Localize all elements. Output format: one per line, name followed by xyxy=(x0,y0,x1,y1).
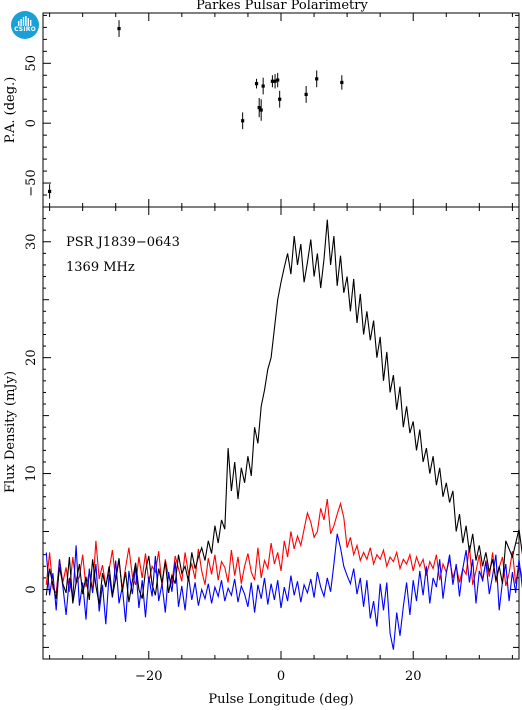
flux-x-axis-label: Pulse Longitude (deg) xyxy=(208,692,353,707)
pa-data-point xyxy=(278,97,282,101)
flux-y-tick-label: 30 xyxy=(24,233,39,250)
frequency-annotation: 1369 MHz xyxy=(66,260,135,275)
circular-polarization-line xyxy=(45,533,522,650)
flux-y-tick-label: 20 xyxy=(24,349,39,366)
position-angle-panel: −50 0 50 P.A. (deg.) xyxy=(3,12,520,208)
flux-x-tick-label: 20 xyxy=(405,669,422,684)
flux-series-lines xyxy=(45,219,522,650)
flux-y-axis-label: Flux Density (mJy) xyxy=(3,371,18,493)
pa-data-point xyxy=(304,92,308,97)
flux-axis-ticks xyxy=(43,206,519,659)
flux-x-tick-label: −20 xyxy=(135,669,162,684)
pa-y-tick-label: 0 xyxy=(24,119,39,127)
flux-y-tick-label: 0 xyxy=(24,585,39,593)
pa-data-point xyxy=(257,106,261,110)
pa-y-tick-label: −50 xyxy=(24,169,39,196)
pa-data-point xyxy=(270,79,275,83)
flux-x-tick-labels: −20 0 20 xyxy=(135,669,421,684)
flux-x-tick-label: 0 xyxy=(277,669,285,684)
pa-y-tick-labels: −50 0 50 xyxy=(24,55,39,197)
pa-data-points xyxy=(48,20,344,199)
total-intensity-line xyxy=(45,219,522,605)
pa-data-point xyxy=(340,80,344,85)
flux-y-tick-labels: 0 10 20 30 xyxy=(24,233,39,593)
pa-data-point xyxy=(254,82,259,86)
csiro-logo-text: CSIRO xyxy=(14,26,36,33)
pa-data-point xyxy=(241,119,245,123)
pa-data-point xyxy=(261,84,265,88)
pa-y-tick-label: 50 xyxy=(24,55,39,72)
pa-axis-ticks xyxy=(43,13,519,207)
csiro-logo: CSIRO xyxy=(11,11,39,39)
flux-density-panel: 0 10 20 30 −20 0 20 PSR J1839−0643 1369 MHz F… xyxy=(3,206,522,707)
chart-title: Parkes Pulsar Polarimetry xyxy=(196,0,368,13)
pa-data-point xyxy=(315,77,319,81)
pa-y-axis-label: P.A. (deg.) xyxy=(3,77,18,144)
csiro-logo-bars-icon xyxy=(18,16,32,26)
pa-data-point xyxy=(48,189,52,194)
flux-y-tick-label: 10 xyxy=(24,465,39,482)
pulsar-name-annotation: PSR J1839−0643 xyxy=(66,235,180,250)
pa-data-point xyxy=(117,26,121,31)
pa-data-point xyxy=(273,79,277,83)
pa-data-point xyxy=(276,78,280,82)
pa-data-point xyxy=(259,108,263,112)
pa-plot-frame xyxy=(42,12,520,208)
